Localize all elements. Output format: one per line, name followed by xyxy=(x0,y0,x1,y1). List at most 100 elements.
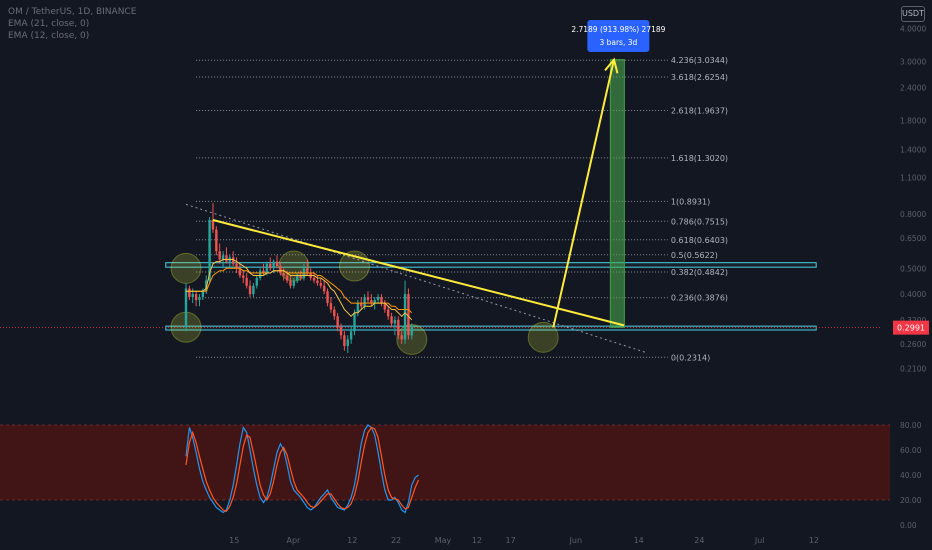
candle-body xyxy=(218,251,221,260)
candle-body xyxy=(235,263,238,269)
candle-body xyxy=(336,316,339,328)
candle-body xyxy=(390,316,393,324)
price-tick-label: 1.8000 xyxy=(900,117,926,126)
candle-body xyxy=(221,255,225,260)
price-tick-label: 1.1000 xyxy=(900,173,926,182)
candle-body xyxy=(231,257,235,264)
candle-body xyxy=(272,261,275,269)
candle-body xyxy=(255,277,258,286)
candle-body xyxy=(306,268,309,274)
time-tick-label: 17 xyxy=(506,536,516,545)
price-tick-label: 0.2600 xyxy=(900,340,926,349)
candle-body xyxy=(383,303,387,310)
oscillator-tick-label: 40.00 xyxy=(900,471,922,480)
pivot-circle xyxy=(170,252,202,284)
time-tick-label: 12 xyxy=(472,536,482,545)
price-tick-label: 1.4000 xyxy=(900,146,926,155)
candle-body xyxy=(319,283,322,286)
oscillator-tick-label: 80.00 xyxy=(900,421,922,430)
candle-body xyxy=(184,288,188,328)
chart-legend: OM / TetherUS, 1D, BINANCE EMA (21, clos… xyxy=(8,6,136,42)
price-tick-label: 4.0000 xyxy=(900,24,926,33)
trend-line xyxy=(212,219,625,327)
candle-body xyxy=(403,294,407,340)
candle-body xyxy=(339,327,343,336)
time-axis[interactable]: 15 Apr 12 22 May 12 17 Jun 14 24 Jul 12 xyxy=(229,536,819,545)
currency-badge[interactable]: USDT xyxy=(901,6,925,22)
candle-body xyxy=(194,294,198,301)
projection-bar xyxy=(609,59,625,328)
candle-body xyxy=(198,297,201,301)
candle-body xyxy=(370,300,373,304)
candle-body xyxy=(380,297,383,304)
symbol-title[interactable]: OM / TetherUS, 1D, BINANCE xyxy=(8,7,137,17)
candle-body xyxy=(242,275,245,278)
candle-body xyxy=(238,268,242,276)
candle-body xyxy=(373,300,376,304)
price-tick-label: 2.4000 xyxy=(900,83,926,92)
fib-level-label: 0.618(0.6403) xyxy=(671,236,728,245)
last-price-label: 0.2991 xyxy=(897,324,925,333)
candle-body xyxy=(188,288,191,298)
fib-level-label: 0.5(0.5622) xyxy=(671,251,718,260)
candle-body xyxy=(353,312,356,332)
candle-body xyxy=(215,229,218,252)
ema-fast-legend[interactable]: EMA (21, close, 0) xyxy=(8,19,90,29)
candle-body xyxy=(329,303,333,310)
candle-body xyxy=(296,275,299,281)
fib-level-label: 1.618(1.3020) xyxy=(671,154,728,163)
candle-body xyxy=(400,335,403,340)
oscillator-axis[interactable]: 80.00 60.00 40.00 20.00 0.00 xyxy=(900,421,922,530)
candle-body xyxy=(282,273,285,276)
candle-body xyxy=(322,285,326,292)
last-price-tag xyxy=(893,320,929,335)
pivot-circle xyxy=(527,321,559,353)
candle-body xyxy=(343,335,346,347)
fib-level-label: 3.618(2.6254) xyxy=(671,73,728,82)
price-tick-label: 0.8000 xyxy=(900,210,926,219)
price-tick-label: 0.2100 xyxy=(900,364,926,373)
time-tick-label: 15 xyxy=(229,536,239,545)
candle-body xyxy=(292,280,296,286)
projection-arrow xyxy=(552,59,615,328)
price-tick-label: 0.6500 xyxy=(900,234,926,243)
ema-slow-legend[interactable]: EMA (12, close, 0) xyxy=(8,31,90,41)
price-tick-label: 0.4000 xyxy=(900,290,926,299)
candle-body xyxy=(211,220,215,230)
candle-body xyxy=(360,303,363,307)
projection-arrow-head xyxy=(604,57,619,74)
time-tick-label: Apr xyxy=(286,536,301,545)
oscillator-pane[interactable] xyxy=(0,424,890,514)
zone-resistance xyxy=(165,262,817,268)
candle-body xyxy=(376,297,380,301)
measure-box-line1: 2.7189 (913.98%) 27189 xyxy=(571,25,665,34)
measure-box xyxy=(587,20,650,52)
candle-body xyxy=(393,319,397,324)
candle-body xyxy=(245,277,248,286)
price-tick-label: 0.5000 xyxy=(900,264,926,273)
time-tick-label: 24 xyxy=(694,536,704,545)
candle-body xyxy=(279,266,282,274)
candle-body xyxy=(316,280,319,284)
price-axis[interactable]: 4.0000 3.0000 2.4000 1.8000 1.4000 1.1000 0.80… xyxy=(900,24,926,373)
candle-body xyxy=(312,277,316,281)
oscillator-tick-label: 60.00 xyxy=(900,446,922,455)
zone-support xyxy=(165,325,817,331)
candle-body xyxy=(410,327,413,336)
candle-body xyxy=(208,220,211,281)
candle-body xyxy=(285,275,289,281)
drawing-overlay: 2.7189 (913.98%) 27189 3 bars, 3d 0.2991 xyxy=(571,20,929,335)
candle-body xyxy=(258,270,262,278)
price-tick-label: 3.0000 xyxy=(900,58,926,67)
candle-body xyxy=(275,261,279,267)
candle-body xyxy=(387,309,390,317)
price-pane[interactable]: 4.236(3.0344) 3.618(2.6254) 2.618(1.9637) 1… xyxy=(0,56,880,362)
dotted-trend-line xyxy=(185,203,648,354)
time-tick-label: 14 xyxy=(634,536,644,545)
time-tick-label: 12 xyxy=(347,536,357,545)
candle-body xyxy=(252,285,255,295)
candle-body xyxy=(269,263,272,269)
fib-level-label: 0.786(0.7515) xyxy=(671,217,728,226)
price-tick-label: 0.3200 xyxy=(900,316,926,325)
